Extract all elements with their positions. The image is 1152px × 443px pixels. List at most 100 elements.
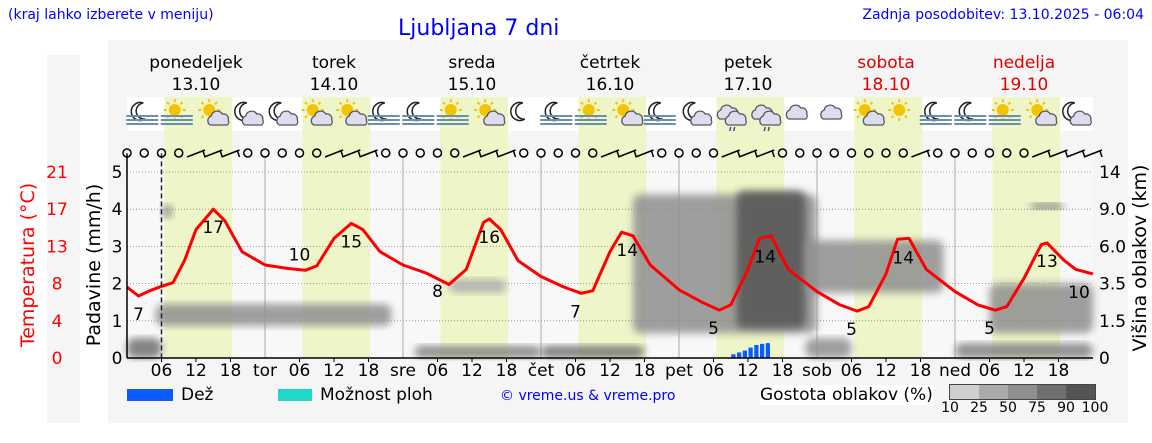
- x-hour-tick: 18: [772, 361, 794, 381]
- weather-icon-sun-cloud: [612, 99, 644, 126]
- cloud-patch: [805, 240, 944, 293]
- weather-icon-moon-cloud: [1062, 101, 1092, 126]
- precip-axis-label: Padavine (mm/h): [83, 183, 105, 347]
- density-tick: 100: [1081, 400, 1109, 416]
- sun-ray: [179, 101, 184, 106]
- temperature-label: 15: [340, 232, 362, 252]
- temperature-label: 10: [1068, 283, 1090, 303]
- day-header: ponedeljek 13.10: [149, 52, 242, 96]
- temp-tick: 17: [46, 200, 68, 220]
- calm-wind-icon: [674, 148, 684, 158]
- calm-wind-icon: [139, 148, 149, 158]
- day-header: četrtek 16.10: [580, 52, 640, 96]
- precip-tick: 5: [112, 163, 123, 183]
- cloud-icon: [820, 104, 843, 120]
- wind-barb-tick: [512, 150, 517, 158]
- cloud-height-tick: 14: [1099, 163, 1121, 183]
- calm-wind-icon: [243, 148, 253, 158]
- day-name: torek: [311, 53, 356, 73]
- cloud-icon: [241, 110, 264, 126]
- sun-ray: [338, 114, 343, 119]
- sun-ray: [856, 101, 860, 106]
- wind-barb-tick: [495, 150, 499, 158]
- weather-icon-moon-cloud: [268, 101, 299, 126]
- calm-wind-icon: [1019, 148, 1029, 158]
- wind-barb-icon: [1031, 149, 1051, 158]
- wind-barb-icon: [1049, 149, 1068, 158]
- weather-icon-moon: [510, 101, 526, 122]
- day-header: petek 17.10: [724, 52, 773, 96]
- copyright-link[interactable]: © vreme.us & vreme.pro: [500, 388, 676, 404]
- cloud-height-tick: 1.5: [1099, 312, 1126, 332]
- x-hour-tick: 06: [565, 361, 587, 381]
- calm-wind-icon: [967, 148, 977, 158]
- wind-barb-tick: [236, 150, 241, 158]
- cloud-density-label: Gostota oblakov (%): [760, 385, 933, 405]
- weather-icon-moon-cloud: [234, 101, 264, 126]
- x-hour-tick: 06: [979, 361, 1001, 381]
- sun-ray: [214, 101, 218, 106]
- weather-icon-sun-cloud: [336, 99, 368, 126]
- x-hour-tick: 06: [703, 361, 725, 381]
- weather-icon-sun-fog: [160, 99, 193, 125]
- wind-barb-tick: [754, 150, 758, 158]
- calm-wind-icon: [933, 148, 943, 158]
- weather-icon-cloud-drizzle: [751, 104, 782, 132]
- moon-icon: [510, 101, 526, 122]
- weather-icon-cloud-drizzle: [716, 104, 747, 132]
- wind-barb-icon: [359, 149, 378, 158]
- temperature-label: 14: [754, 247, 776, 267]
- wind-barb-icon: [1083, 149, 1103, 158]
- cloud-height-tick: 6.0: [1099, 237, 1126, 257]
- cloud-patch: [805, 338, 852, 358]
- wind-barb-icon: [221, 149, 240, 158]
- sun-icon: [444, 104, 457, 116]
- cloud-patch: [989, 283, 1093, 334]
- page-title: Ljubljana 7 dni: [398, 16, 560, 41]
- wind-barb-icon: [635, 149, 654, 158]
- day-name: četrtek: [579, 53, 641, 73]
- rain-bar: [748, 347, 753, 358]
- sun-ray: [1042, 101, 1046, 106]
- calm-wind-icon: [864, 148, 874, 158]
- day-name: sobota: [857, 53, 915, 73]
- wind-barb-icon: [755, 149, 775, 158]
- calm-wind-icon: [432, 148, 443, 158]
- calm-wind-icon: [777, 148, 788, 158]
- x-hour-tick: 12: [875, 361, 897, 381]
- x-hour-tick: 18: [634, 361, 656, 381]
- wind-barb-tick: [340, 150, 344, 158]
- weather-icon-sun: [888, 99, 911, 121]
- wind-barb-tick: [650, 150, 655, 158]
- showers-swatch: [278, 389, 312, 401]
- wind-barb-icon: [341, 149, 361, 158]
- wind-barb-tick: [926, 150, 931, 158]
- temp-tick: 0: [52, 349, 63, 369]
- x-hour-tick: 18: [220, 361, 242, 381]
- temp-axis-label: Temperatura (°C): [17, 182, 39, 348]
- menu-hint[interactable]: (kraj lahko izberete v meniju): [8, 7, 214, 23]
- sun-ray: [1007, 101, 1012, 106]
- x-hour-tick: 18: [496, 361, 518, 381]
- wind-barb-tick: [737, 150, 741, 158]
- cloud-icon: [724, 110, 747, 126]
- density-tick: 75: [1028, 400, 1046, 416]
- wind-barb-tick: [478, 150, 482, 158]
- sun-icon: [168, 104, 181, 116]
- calm-wind-icon: [812, 148, 822, 158]
- calm-wind-icon: [174, 148, 184, 158]
- temp-tick: 8: [52, 275, 63, 295]
- cloud-icon: [207, 110, 230, 126]
- drizzle-icon: [729, 126, 732, 132]
- calm-wind-icon: [415, 148, 425, 158]
- calm-wind-icon: [519, 148, 529, 158]
- calm-wind-icon: [950, 148, 960, 158]
- wind-barb-tick: [1082, 150, 1086, 158]
- wind-barb-tick: [771, 150, 775, 158]
- day-header: sobota 18.10: [857, 52, 915, 96]
- cloud-height-tick: 3.5: [1099, 275, 1126, 295]
- wind-barb-tick: [616, 150, 620, 158]
- temp-tick: 21: [46, 163, 68, 183]
- cloud-height-axis-label: Višina oblakov (km): [1129, 164, 1151, 352]
